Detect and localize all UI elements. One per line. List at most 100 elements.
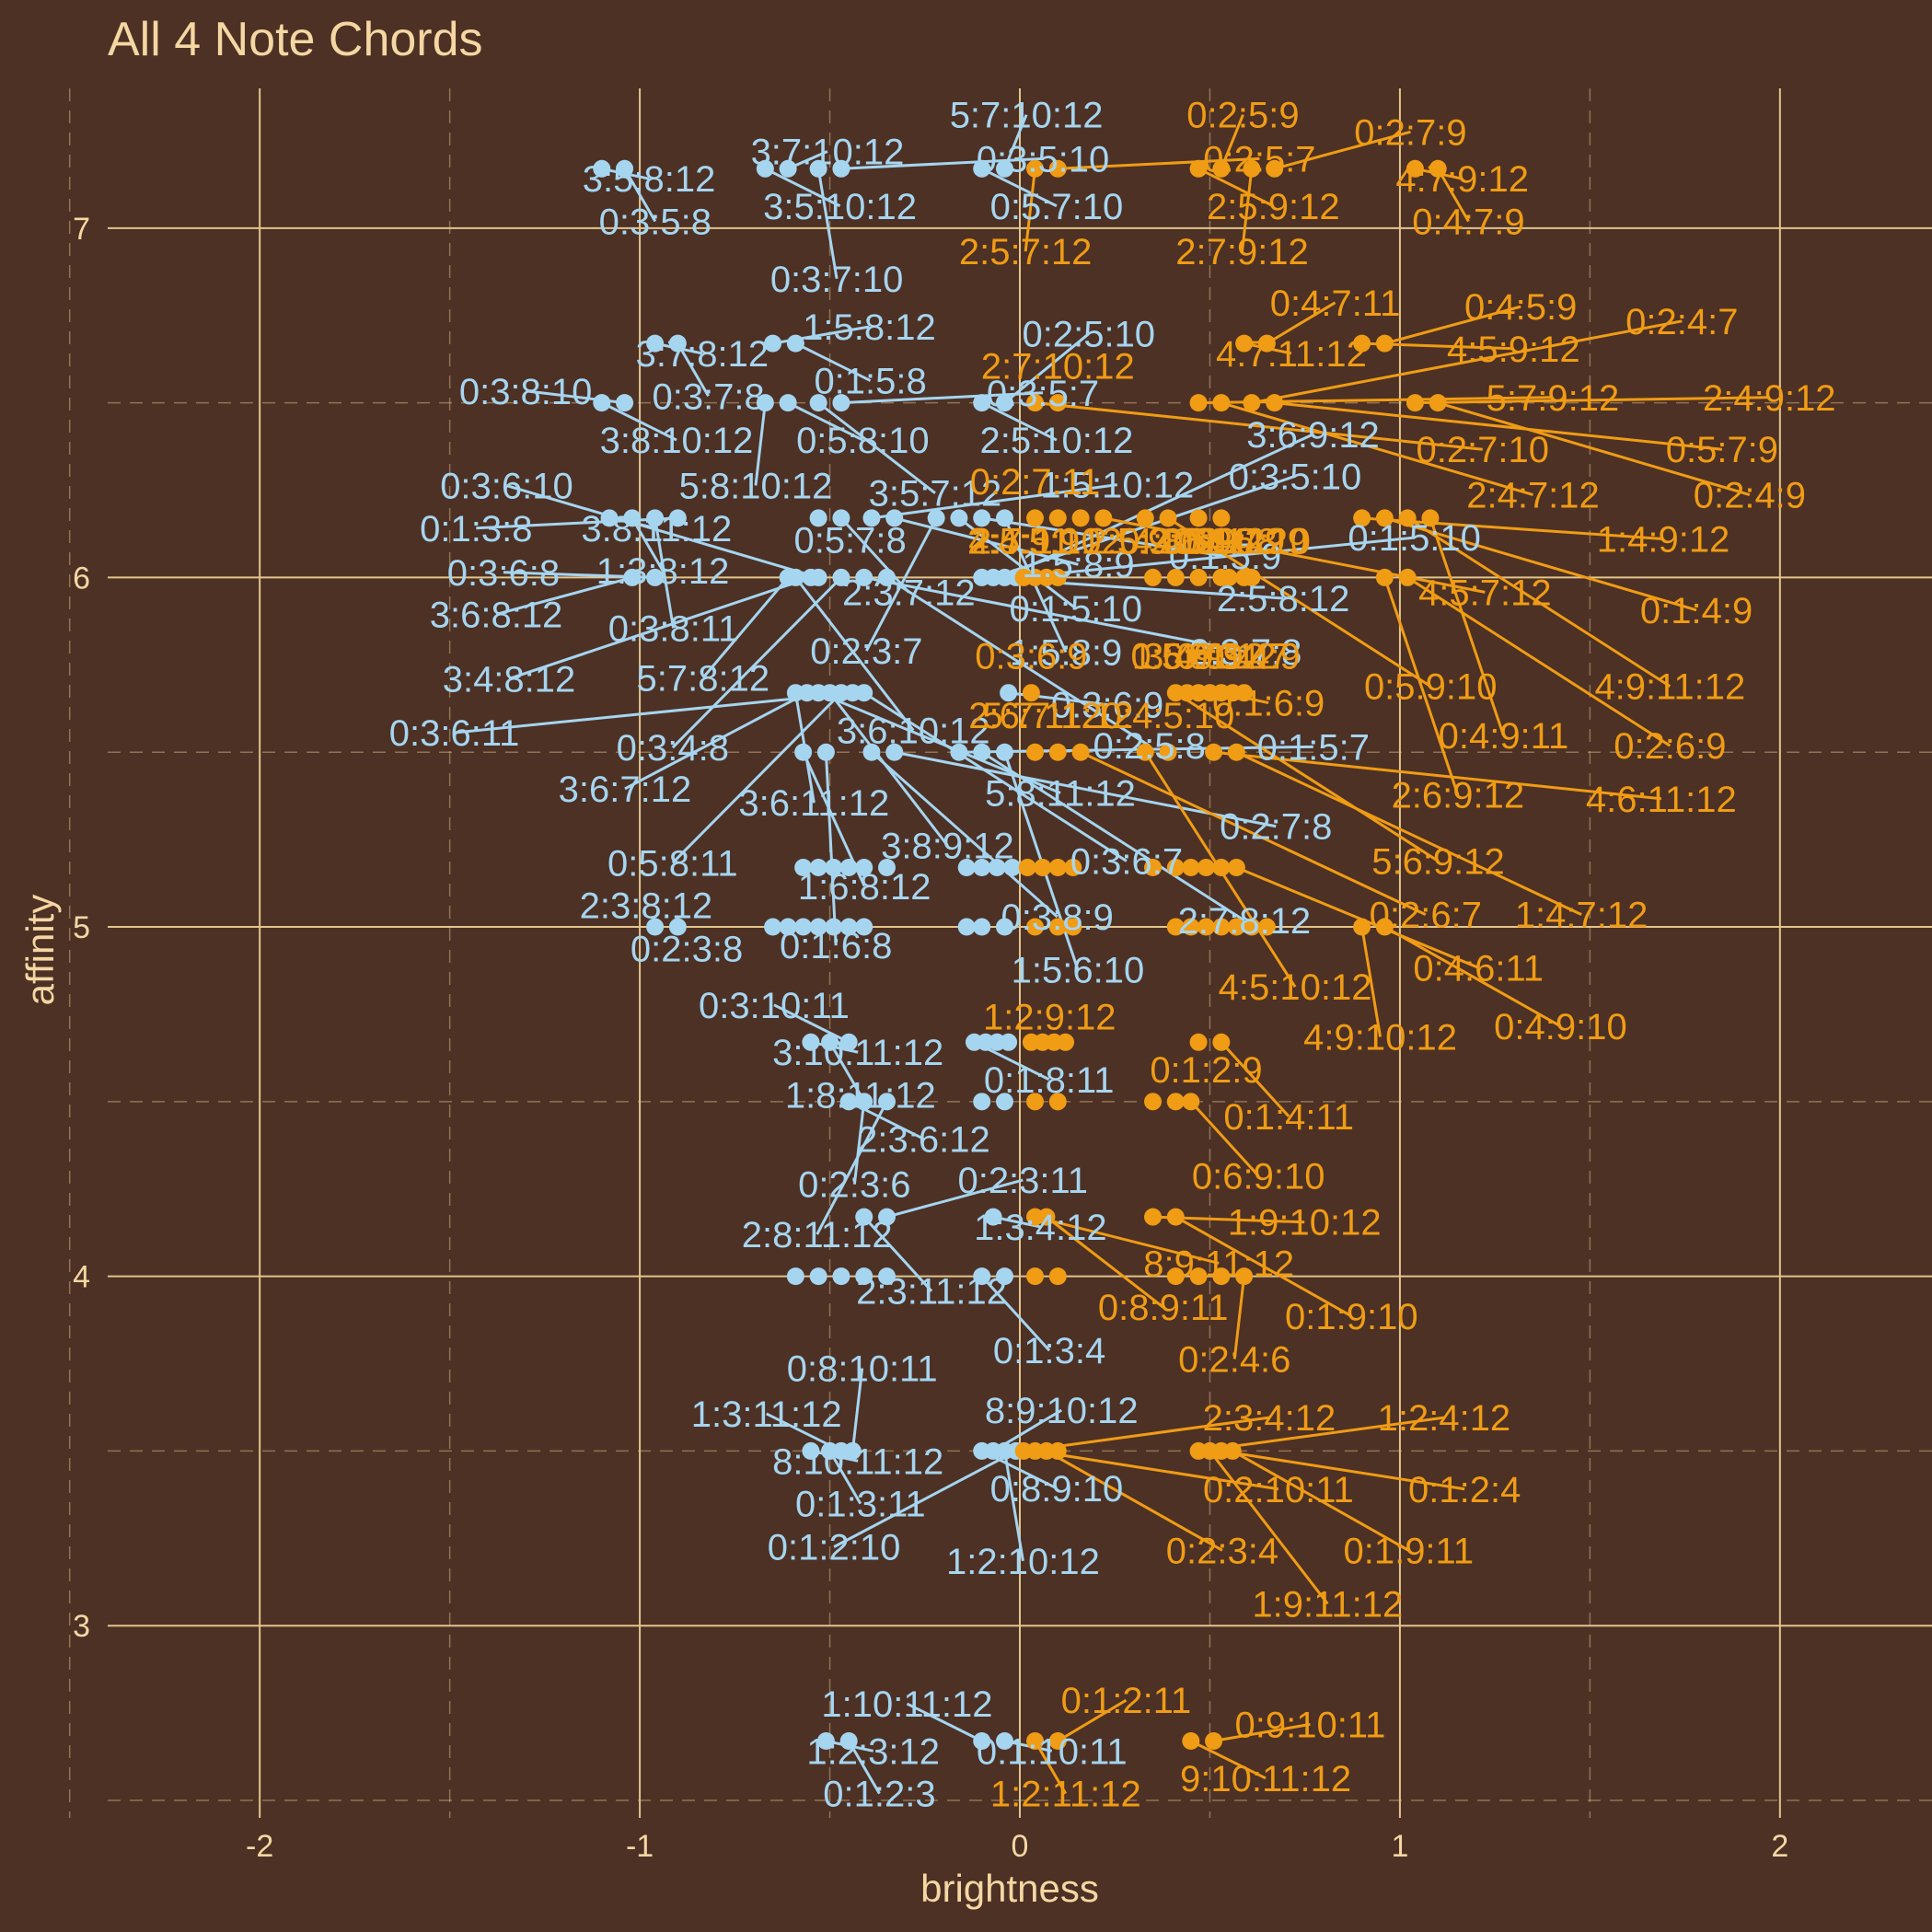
label-leader-line: [906, 1702, 983, 1742]
point-label: 0:5:9:10: [1364, 667, 1498, 708]
data-point: [839, 918, 858, 936]
label-leader-line: [1241, 168, 1254, 252]
label-leader-line: [816, 168, 839, 280]
data-point: [1136, 509, 1154, 527]
point-label: 0:9:10:11: [1235, 1705, 1386, 1745]
point-label: 3:6:8:12: [430, 595, 563, 635]
point-label: 8:10:11:12: [772, 1441, 943, 1482]
point-label: 3:5:8:12: [583, 159, 716, 200]
data-point: [1064, 858, 1082, 876]
label-leader-line: [1384, 305, 1521, 345]
point-label: 1:4:7:12: [1515, 896, 1649, 936]
data-point: [786, 1267, 804, 1286]
data-point: [1026, 1093, 1045, 1111]
data-point: [802, 1441, 820, 1460]
data-point: [973, 918, 991, 936]
label-leader-line: [1406, 576, 1672, 747]
label-leader-line: [1167, 516, 1432, 688]
data-point: [1034, 858, 1052, 876]
point-label: 8:9:11:12: [1143, 1244, 1294, 1284]
point-label: 0:1:5:10: [1348, 518, 1481, 559]
data-point: [855, 918, 873, 936]
data-point: [1406, 159, 1424, 178]
data-point: [779, 159, 797, 178]
data-point: [1071, 743, 1090, 761]
label-leader-line: [1360, 926, 1382, 1037]
data-point: [877, 1093, 896, 1111]
point-label: 3:7:8:12: [636, 334, 769, 375]
point-label: 0:1:2:4: [1408, 1470, 1521, 1510]
label-leader-line: [833, 1450, 1017, 1548]
data-point: [809, 509, 827, 527]
label-leader-line: [958, 745, 1313, 754]
point-label: 1:5:10:12: [1040, 466, 1194, 506]
label-leader-line: [454, 691, 853, 735]
data-point: [843, 1441, 862, 1460]
label-leader-line: [495, 575, 633, 616]
point-label: 4:5:9:12: [1447, 330, 1580, 370]
point-label: 4:7:9:12: [1395, 159, 1529, 200]
data-point: [1026, 1731, 1045, 1750]
data-point: [764, 918, 782, 936]
label-leader-line: [1024, 168, 1037, 252]
point-label: 1:9:10:12: [1228, 1203, 1382, 1244]
point-label: 0:4:7:11: [1270, 283, 1401, 324]
data-point: [756, 159, 774, 178]
point-label: 3:8:9:12: [881, 827, 1014, 867]
data-point: [1000, 684, 1018, 702]
data-point: [1166, 1093, 1185, 1111]
point-label: 1:3:4:12: [974, 1208, 1107, 1248]
point-label: 0:3:6:7: [1070, 841, 1183, 882]
data-point: [1048, 858, 1067, 876]
point-label: 0:2:4:9: [1694, 476, 1806, 516]
data-points: [593, 159, 1447, 1750]
data-point: [862, 743, 881, 761]
data-point: [825, 858, 843, 876]
data-point: [1048, 159, 1067, 178]
data-point: [616, 394, 634, 412]
point-label: 0:3:6:8: [447, 553, 560, 594]
data-point: [646, 334, 665, 353]
data-point: [1398, 568, 1417, 586]
point-label: 9:10:11:12: [1180, 1759, 1351, 1799]
data-point: [995, 1267, 1013, 1286]
point-label: 1:10:11:12: [821, 1684, 992, 1725]
label-leader-line: [1035, 1449, 1279, 1491]
data-point: [1048, 743, 1067, 761]
data-point: [1057, 1033, 1075, 1051]
data-point: [1022, 684, 1040, 702]
point-label: 5:8:10:12: [679, 466, 833, 506]
axis-ticks: -2 -1 0 1 2 3 4 5 6 7: [73, 212, 1788, 1864]
data-point: [973, 1093, 991, 1111]
data-point: [1026, 918, 1045, 936]
point-label: 2:7:11:12: [971, 521, 1122, 561]
label-leader-line: [631, 517, 665, 572]
data-point: [1026, 743, 1045, 761]
point-label: 0:2:10:11: [1203, 1470, 1354, 1510]
label-leader-line: [701, 576, 790, 679]
label-leader-line: [850, 1368, 864, 1452]
label-leader-line: [1220, 1041, 1290, 1117]
point-label: 4:6:11:12: [1586, 780, 1737, 820]
point-label: 0:4:5:9: [1464, 287, 1577, 328]
point-label: 0:3:8:11: [608, 608, 739, 649]
data-point: [973, 1731, 991, 1750]
point-label: 5:7:11:12: [982, 696, 1133, 736]
label-leader-line: [828, 1041, 862, 1096]
label-leader-line: [624, 691, 808, 791]
y-tick-label: 4: [73, 1260, 90, 1295]
y-axis-title: affinity: [18, 895, 62, 1006]
data-point: [1144, 568, 1163, 586]
point-label: 1:2:11:12: [990, 1775, 1141, 1815]
label-leader-line: [824, 752, 838, 946]
point-label: 0:8:9:11: [1098, 1288, 1229, 1328]
data-point: [1220, 568, 1238, 586]
label-leader-line: [1232, 1450, 1410, 1552]
label-leader-line: [1382, 576, 1460, 795]
data-point: [839, 1731, 858, 1750]
data-point: [1353, 334, 1371, 353]
data-point: [877, 1267, 896, 1286]
label-leader-line: [1274, 401, 1723, 451]
y-tick-label: 6: [73, 561, 90, 596]
